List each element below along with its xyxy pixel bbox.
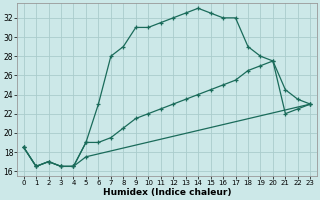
X-axis label: Humidex (Indice chaleur): Humidex (Indice chaleur) xyxy=(103,188,231,197)
